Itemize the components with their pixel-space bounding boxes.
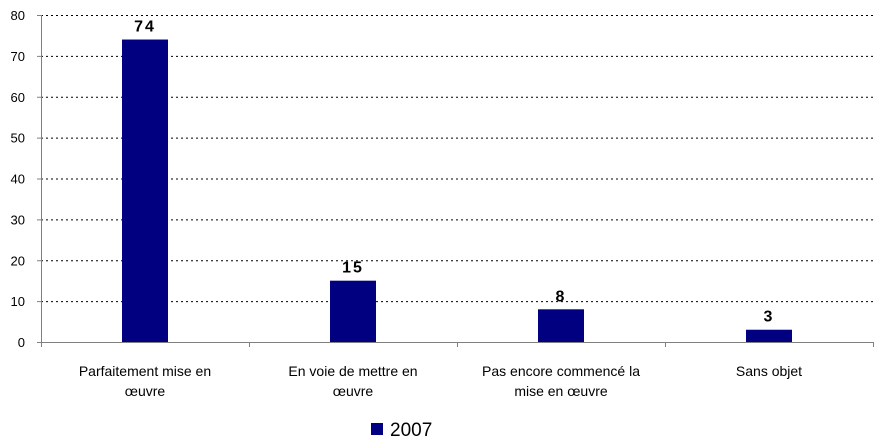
data-label: 8 xyxy=(556,288,567,305)
category-labels: Parfaitement mise en œuvre En voie de mett… xyxy=(79,363,802,399)
y-tick-label: 10 xyxy=(11,294,25,309)
bar xyxy=(122,39,168,343)
y-tick-label: 40 xyxy=(11,172,25,187)
bar xyxy=(330,280,376,342)
y-tick-label: 20 xyxy=(11,253,25,268)
y-tick-label: 50 xyxy=(11,131,25,146)
gridlines xyxy=(41,15,873,303)
y-tick-label: 60 xyxy=(11,90,25,105)
category-label: Pas encore commencé la xyxy=(482,363,640,379)
axes xyxy=(37,15,874,347)
y-tick-label: 70 xyxy=(11,49,25,64)
category-label: Parfaitement mise en xyxy=(79,363,211,379)
y-tick-label: 0 xyxy=(18,335,25,350)
legend: 2007 xyxy=(371,420,432,441)
category-label: En voie de mettre en xyxy=(288,363,417,379)
category-label: Sans objet xyxy=(736,363,802,379)
y-axis-ticks: 0 10 20 30 40 50 60 70 80 xyxy=(11,8,25,350)
category-label: œuvre xyxy=(333,383,374,399)
y-tick-label: 80 xyxy=(11,8,25,23)
category-label: œuvre xyxy=(125,383,166,399)
bars xyxy=(122,39,792,343)
data-label: 74 xyxy=(134,19,156,36)
data-label: 15 xyxy=(342,260,364,277)
bar xyxy=(746,329,792,342)
y-tick-label: 30 xyxy=(11,212,25,227)
data-label: 3 xyxy=(764,309,775,326)
legend-swatch xyxy=(371,423,383,435)
bar xyxy=(538,309,584,342)
data-labels: 74 15 8 3 xyxy=(134,19,775,326)
legend-label: 2007 xyxy=(390,420,432,441)
category-label: mise en œuvre xyxy=(514,383,608,399)
